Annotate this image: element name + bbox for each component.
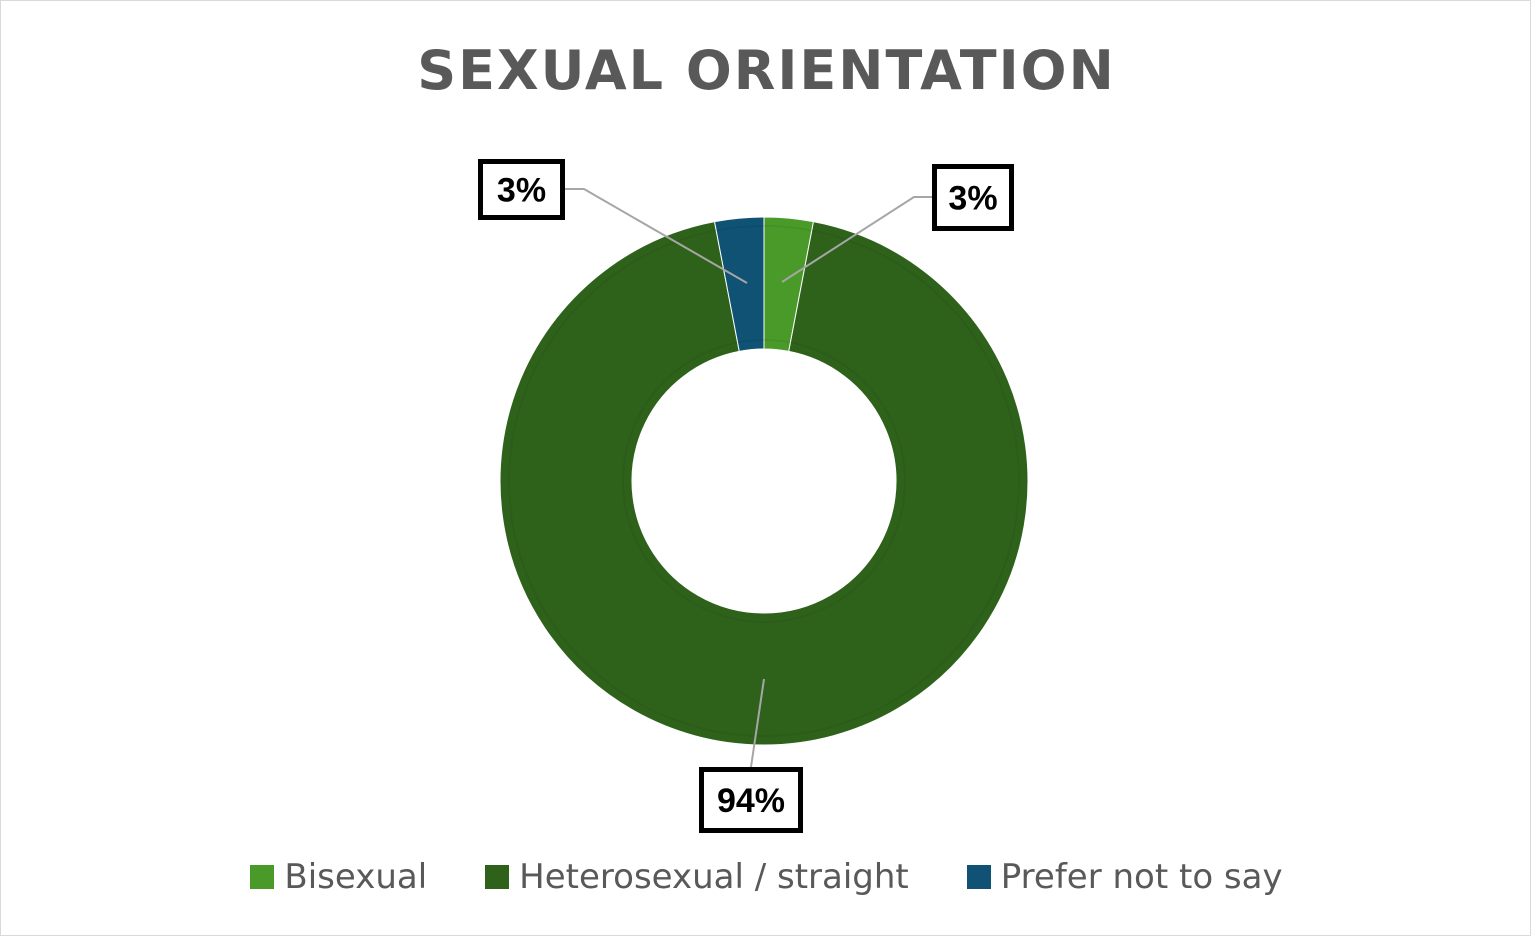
legend-item-heterosexual: Heterosexual / straight xyxy=(485,857,909,897)
legend-item-bisexual: Bisexual xyxy=(250,857,427,897)
leader-line-prefer-not-to-say xyxy=(565,188,748,284)
legend: Bisexual Heterosexual / straight Prefer … xyxy=(1,857,1531,897)
legend-item-prefer-not-to-say: Prefer not to say xyxy=(966,857,1283,897)
leader-line-bisexual xyxy=(781,196,932,283)
data-label-box-bisexual xyxy=(932,164,1014,231)
data-label-heterosexual: 94% xyxy=(717,782,785,820)
chart-title: SEXUAL ORIENTATION xyxy=(417,39,1116,102)
data-label-box-prefer-not-to-say xyxy=(478,159,565,220)
legend-swatch-heterosexual xyxy=(485,865,510,889)
slice-bevel-inner xyxy=(622,339,906,623)
data-label-bisexual: 3% xyxy=(948,180,997,218)
legend-label-prefer-not-to-say: Prefer not to say xyxy=(1000,857,1283,897)
data-label-box-heterosexual xyxy=(699,767,803,833)
legend-label-heterosexual: Heterosexual / straight xyxy=(519,857,909,897)
slice-prefer-not-to-say xyxy=(713,216,765,352)
slice-bevel-outer xyxy=(508,225,1020,737)
legend-swatch-bisexual xyxy=(250,865,275,889)
legend-label-bisexual: Bisexual xyxy=(284,857,428,897)
legend-swatch-prefer-not-to-say xyxy=(966,865,991,889)
data-label-prefer-not-to-say: 3% xyxy=(497,172,546,210)
leader-line-heterosexual xyxy=(750,678,765,768)
slice-heterosexual xyxy=(499,221,1029,746)
